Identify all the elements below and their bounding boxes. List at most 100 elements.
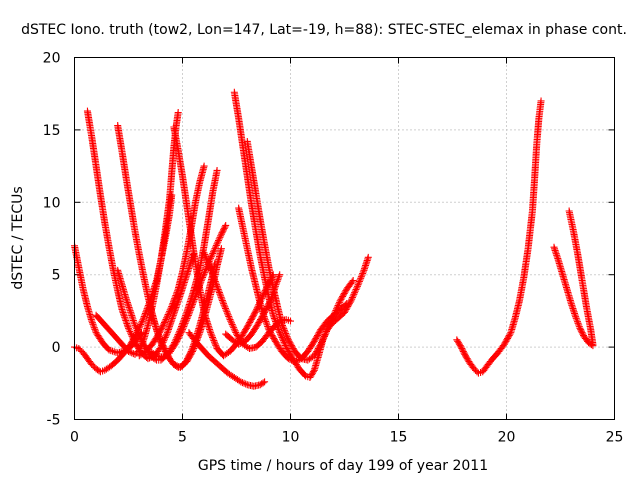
data-point [182,316,190,324]
data-point [128,332,136,340]
data-point [176,330,184,338]
data-point [313,347,321,355]
data-point [333,305,341,313]
data-point [168,303,176,311]
data-point [140,342,148,350]
data-point [153,327,161,335]
data-point [331,308,339,316]
data-point [574,319,582,327]
data-point [276,329,284,337]
chart-title: dSTEC Iono. truth (tow2, Lon=147, Lat=-1… [21,22,627,38]
data-point [191,294,199,302]
data-point [161,345,168,353]
data-point [125,326,133,334]
data-point [166,307,174,315]
data-point [576,324,584,332]
data-point [189,342,197,350]
data-point [275,272,283,280]
data-point [161,318,168,326]
data-point [180,323,188,331]
data-point [348,294,356,302]
data-point [283,333,291,341]
tick-labels: 0 5 10 15 20 25 -5 0 5 10 15 20 [43,51,624,446]
data-point [137,319,145,327]
data-point [208,268,216,276]
data-point [175,333,183,341]
data-point [284,336,292,344]
data-point [136,344,144,352]
data-point [251,308,259,316]
y-tick-label-2: 5 [52,268,61,284]
series-arc-18 [550,243,597,350]
data-point [237,378,245,386]
data-point [502,337,510,345]
data-point [209,271,217,279]
data-point [173,337,181,345]
plot-frame [74,57,615,420]
data-point [205,260,213,268]
data-point [260,290,268,298]
data-point [358,271,366,279]
data-point [172,291,180,299]
data-point [137,334,145,342]
data-point [349,276,357,284]
data-point [257,314,265,322]
data-point [572,314,580,322]
data-point [354,281,362,289]
data-point [320,334,328,342]
data-point [332,306,340,314]
data-point [324,324,332,332]
data-point [311,350,319,358]
data-point [461,350,469,358]
data-point [270,313,278,321]
data-point [263,303,271,311]
data-point [241,327,249,335]
data-point [335,298,343,306]
x-tick-label-0: 0 [70,430,79,446]
data-point [343,300,351,308]
data-point [244,321,252,329]
data-point [211,276,219,284]
data-point [288,343,296,351]
x-tick-label-4: 20 [498,430,516,446]
data-points [71,88,597,390]
data-point [337,295,345,303]
data-point [163,314,171,322]
data-point [317,339,325,347]
data-point [265,326,273,334]
data-point [280,326,288,334]
data-point [240,329,248,337]
data-point [232,328,240,336]
data-point [184,311,192,319]
data-point [172,290,180,298]
data-point [262,305,270,313]
data-point [284,355,292,363]
data-point [205,262,213,270]
data-point [357,273,365,281]
data-point [267,329,275,337]
data-point [210,337,218,345]
data-point [264,322,272,330]
data-point [157,337,165,345]
data-point [165,309,173,317]
data-point [162,347,170,355]
data-point [276,271,284,279]
data-point [359,270,367,278]
data-point [457,343,465,351]
data-point [286,339,294,347]
data-point [154,331,162,339]
data-point [272,281,280,289]
data-point [315,329,323,337]
data-point [262,319,270,327]
data-point [287,340,295,348]
series-arc-19 [565,207,597,348]
data-point [318,337,326,345]
data-point [287,317,294,325]
data-point [240,379,248,387]
data-point [178,327,186,335]
data-point [537,97,545,105]
data-point [179,326,186,334]
data-point [214,238,222,246]
data-point [207,265,215,273]
data-point [227,319,235,327]
